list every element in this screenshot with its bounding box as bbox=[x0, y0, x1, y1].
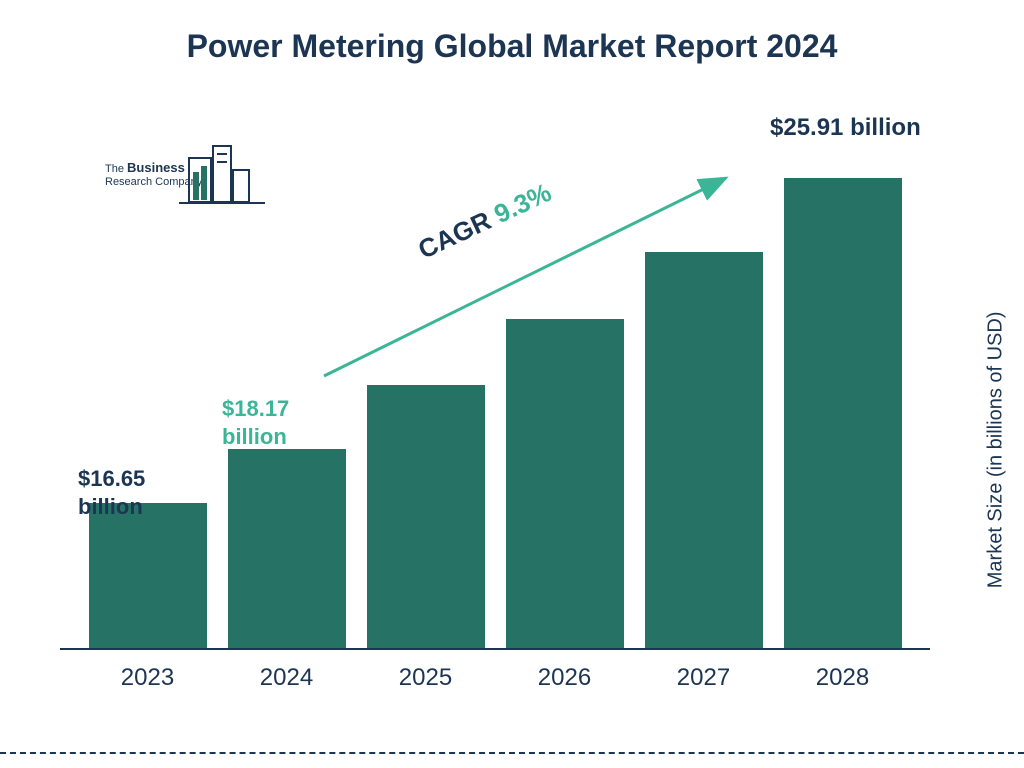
x-label-2025: 2025 bbox=[367, 664, 485, 692]
bar-slot-2023 bbox=[89, 503, 207, 648]
callout-2023-unit: billion bbox=[78, 494, 143, 519]
callout-2023-value: $16.65 bbox=[78, 466, 145, 491]
bar-slot-2024 bbox=[228, 449, 346, 648]
bar-2026 bbox=[506, 319, 624, 648]
x-labels-row: 2023 2024 2025 2026 2027 2028 bbox=[60, 664, 930, 692]
x-label-2027: 2027 bbox=[645, 664, 763, 692]
y-axis-label: Market Size (in billions of USD) bbox=[985, 312, 1008, 589]
bar-2027 bbox=[645, 252, 763, 648]
x-label-2026: 2026 bbox=[506, 664, 624, 692]
callout-2024-unit: billion bbox=[222, 424, 287, 449]
bar-slot-2025 bbox=[367, 385, 485, 648]
bar-slot-2028 bbox=[784, 178, 902, 648]
x-label-2028: 2028 bbox=[784, 664, 902, 692]
x-label-2024: 2024 bbox=[228, 664, 346, 692]
bar-2024 bbox=[228, 449, 346, 648]
bar-2025 bbox=[367, 385, 485, 648]
bar-slot-2026 bbox=[506, 319, 624, 648]
chart-title: Power Metering Global Market Report 2024 bbox=[0, 28, 1024, 65]
callout-2024-value: $18.17 bbox=[222, 396, 289, 421]
x-axis-line bbox=[60, 648, 930, 650]
callout-2028: $25.91 billion bbox=[770, 113, 921, 143]
bar-slot-2027 bbox=[645, 252, 763, 648]
callout-2024: $18.17 billion bbox=[222, 395, 289, 450]
footer-divider bbox=[0, 752, 1024, 754]
callout-2023: $16.65 billion bbox=[78, 465, 145, 520]
x-label-2023: 2023 bbox=[89, 664, 207, 692]
bar-2023 bbox=[89, 503, 207, 648]
bar-2028 bbox=[784, 178, 902, 648]
